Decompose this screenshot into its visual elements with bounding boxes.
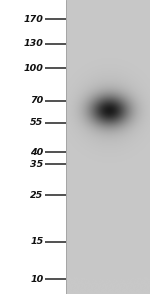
Text: 35: 35 xyxy=(30,160,44,169)
Text: 25: 25 xyxy=(30,191,44,200)
Text: 130: 130 xyxy=(24,39,44,49)
Text: 70: 70 xyxy=(30,96,44,105)
Text: 40: 40 xyxy=(30,148,44,156)
Text: 100: 100 xyxy=(24,64,44,73)
Text: 15: 15 xyxy=(30,238,44,246)
Text: 55: 55 xyxy=(30,118,44,127)
Bar xyxy=(66,0,150,294)
Text: 170: 170 xyxy=(24,15,44,24)
Text: 10: 10 xyxy=(30,275,44,284)
Bar xyxy=(0,0,66,294)
